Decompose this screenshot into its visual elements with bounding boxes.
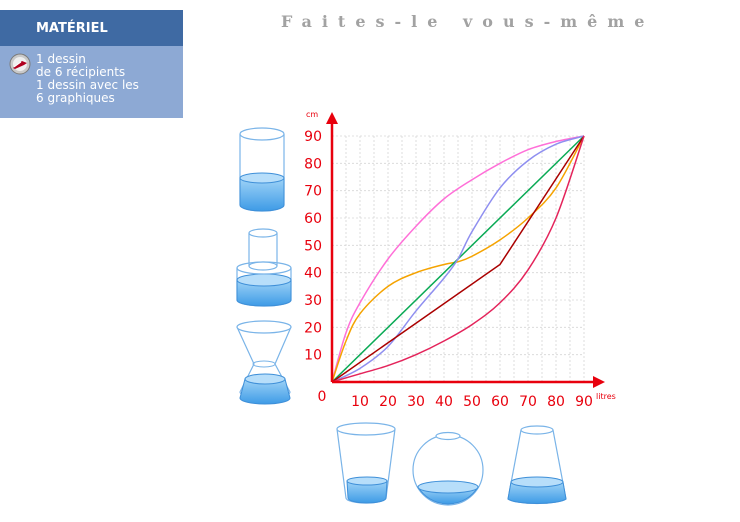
x-axis-arrow <box>593 376 605 388</box>
materiel-line: 6 graphiques <box>36 91 115 105</box>
materiel-line: 1 dessin <box>36 52 86 66</box>
y-tick-label: 30 <box>304 293 322 309</box>
page-title: Faites-le vous-même <box>281 12 655 31</box>
x-tick-label: 10 <box>351 394 369 410</box>
x-tick-label: 30 <box>407 394 425 410</box>
series <box>331 135 585 383</box>
y-tick-label: 20 <box>304 320 322 336</box>
x-tick-label: 70 <box>519 394 537 410</box>
hourglass-container <box>236 320 292 405</box>
series-line-4 <box>331 135 585 383</box>
x-tick-label: 90 <box>575 394 593 410</box>
materiel-list: 1 dessin de 6 récipients 1 dessin avec l… <box>0 46 183 105</box>
compass-icon <box>9 53 31 75</box>
series-line-2 <box>331 135 585 383</box>
y-tick-label: 50 <box>304 238 322 254</box>
x-tick-label: 60 <box>491 394 509 410</box>
stepped-cylinder-container <box>236 228 292 307</box>
y-tick-label: 80 <box>304 156 322 172</box>
y-tick-label: 60 <box>304 211 322 227</box>
sphere-container <box>412 431 484 506</box>
chart-area: cm litres 0 10 20 30 40 50 60 70 80 90 10 20 30 40 50 6… <box>304 110 616 410</box>
series-line-6 <box>331 135 585 383</box>
x-tick-label: 80 <box>547 394 565 410</box>
cylinder-container <box>239 127 285 212</box>
tick-labels: 0 10 20 30 40 50 60 70 80 90 10 20 30 40 50 60 70 80 90 <box>304 129 593 410</box>
tapered-cup-container <box>336 422 396 504</box>
y-tick-label: 40 <box>304 266 322 282</box>
materiel-header: MATÉRIEL <box>0 10 183 46</box>
materiel-panel: MATÉRIEL 1 dessin de 6 récipients 1 dess… <box>0 10 183 118</box>
materiel-line: 1 dessin avec les <box>36 78 139 92</box>
y-axis-arrow <box>326 112 338 124</box>
x-tick-label: 40 <box>435 394 453 410</box>
x-axis-label: litres <box>596 392 616 401</box>
y-tick-label: 90 <box>304 129 322 145</box>
x-tick-label: 50 <box>463 394 481 410</box>
x-tick-label: 0 <box>318 389 327 405</box>
axes: cm litres <box>306 110 616 401</box>
x-tick-label: 20 <box>379 394 397 410</box>
series-line-1 <box>331 135 585 383</box>
cone-container <box>507 425 567 505</box>
materiel-line: de 6 récipients <box>36 65 126 79</box>
series-line-5 <box>331 135 585 383</box>
y-tick-label: 70 <box>304 184 322 200</box>
y-axis-label: cm <box>306 110 318 119</box>
y-tick-label: 10 <box>304 348 322 364</box>
